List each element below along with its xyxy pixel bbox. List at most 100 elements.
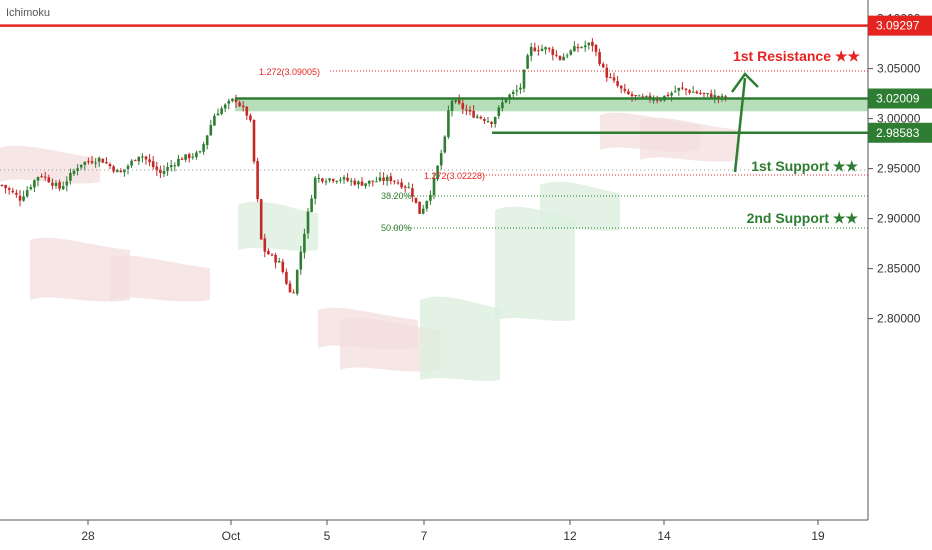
candle-body-43 (155, 166, 159, 171)
cloud-bearish-6 (640, 117, 740, 162)
candle-body-125 (450, 100, 454, 111)
candle-body-76 (274, 254, 277, 263)
candle-body-123 (443, 136, 447, 153)
candle-body-86 (310, 198, 313, 212)
price-badge-label-0: 3.09297 (876, 19, 920, 33)
candle-body-101 (364, 183, 367, 187)
x-tick-label-0: 28 (81, 529, 95, 543)
cloud-bearish-1 (30, 237, 130, 302)
candle-body-107 (385, 176, 389, 182)
candle-body-79 (285, 271, 288, 284)
candle-body-58 (209, 125, 213, 136)
candle-body-136 (490, 121, 493, 124)
candle-body-74 (267, 250, 270, 255)
candle-body-164 (591, 41, 594, 46)
candle-body-82 (295, 269, 299, 294)
fib-label-50: 50.00% (381, 223, 412, 233)
candle-body-114 (411, 188, 414, 197)
cloud-bullish-2 (495, 206, 575, 321)
candle-body-163 (587, 42, 591, 46)
candle-body-67 (241, 105, 245, 107)
candle-body-200 (720, 95, 724, 98)
fib-label-support: 1.272(3.02228) (424, 171, 485, 181)
candle-body-173 (623, 88, 627, 91)
indicator-label: Ichimoku (6, 7, 51, 19)
support-zone (235, 97, 868, 112)
candle-body-134 (483, 119, 486, 121)
cloud-bearish-2 (110, 255, 210, 302)
candle-body-12 (43, 176, 47, 178)
candle-body-162 (583, 45, 587, 48)
candle-body-145 (522, 69, 526, 89)
candle-body-28 (101, 158, 105, 163)
candle-body-9 (33, 180, 36, 188)
fib-label-resistance: 1.272(3.09005) (259, 67, 320, 77)
candle-body-31 (112, 166, 115, 172)
candle-body-160 (576, 46, 580, 49)
candle-body-17 (61, 186, 65, 190)
candle-body-169 (609, 77, 612, 79)
candle-body-119 (429, 194, 432, 201)
candle-body-42 (151, 161, 155, 168)
candle-body-189 (681, 87, 684, 89)
candle-body-155 (558, 56, 562, 60)
candle-body-84 (303, 233, 306, 253)
candle-body-22 (79, 164, 83, 168)
candle-body-152 (547, 48, 551, 50)
candle-body-186 (670, 92, 673, 96)
candle-body-72 (259, 199, 263, 240)
y-tick-label-6: 2.80000 (877, 312, 921, 326)
candle-body-23 (83, 161, 87, 165)
price-badge-1 (868, 88, 932, 109)
cloud-bullish-3 (540, 181, 620, 231)
cloud-bullish-1 (420, 296, 500, 381)
candle-body-167 (601, 63, 605, 68)
candle-body-100 (360, 181, 364, 186)
candle-body-39 (141, 156, 144, 158)
candle-body-121 (436, 165, 439, 180)
candle-body-61 (220, 108, 223, 114)
candle-body-24 (87, 161, 90, 163)
candle-body-151 (544, 47, 547, 50)
candle-body-45 (162, 171, 166, 174)
candle-body-194 (699, 93, 702, 94)
x-tick-label-4: 12 (563, 529, 577, 543)
candle-body-87 (313, 177, 317, 199)
candle-body-13 (47, 177, 51, 183)
candle-body-70 (252, 120, 256, 162)
candle-body-94 (339, 179, 342, 181)
candle-body-75 (270, 254, 274, 256)
candle-body-71 (256, 161, 259, 199)
candle-body-133 (479, 116, 483, 119)
candle-body-175 (630, 94, 634, 96)
candle-body-159 (573, 46, 576, 52)
candle-body-69 (249, 115, 252, 121)
candle-body-141 (508, 94, 511, 100)
candle-body-50 (180, 158, 184, 160)
candle-body-88 (317, 178, 321, 179)
candle-body-168 (605, 67, 609, 78)
candle-body-40 (144, 156, 148, 160)
candle-body-44 (159, 169, 162, 173)
candle-body-37 (133, 159, 137, 161)
x-tick-label-6: 19 (811, 529, 825, 543)
candle-body-128 (461, 103, 465, 110)
candle-body-104 (375, 181, 378, 183)
candle-body-120 (432, 178, 436, 196)
candle-body-142 (511, 91, 515, 94)
candle-body-105 (378, 177, 382, 181)
candle-body-68 (245, 106, 249, 116)
annotation-support-2: 2nd Support ★★ (747, 210, 859, 226)
price-badge-0 (868, 15, 932, 36)
price-badge-label-2: 2.98583 (876, 126, 920, 140)
y-tick-label-3: 2.95000 (877, 162, 921, 176)
candle-body-191 (688, 90, 691, 93)
candle-body-33 (119, 170, 123, 173)
candle-body-80 (288, 283, 292, 293)
candle-body-103 (371, 180, 375, 182)
candle-body-178 (641, 96, 645, 98)
candle-body-183 (659, 99, 663, 101)
candle-body-53 (191, 156, 195, 158)
candle-body-91 (328, 178, 331, 181)
candle-body-48 (173, 165, 177, 167)
